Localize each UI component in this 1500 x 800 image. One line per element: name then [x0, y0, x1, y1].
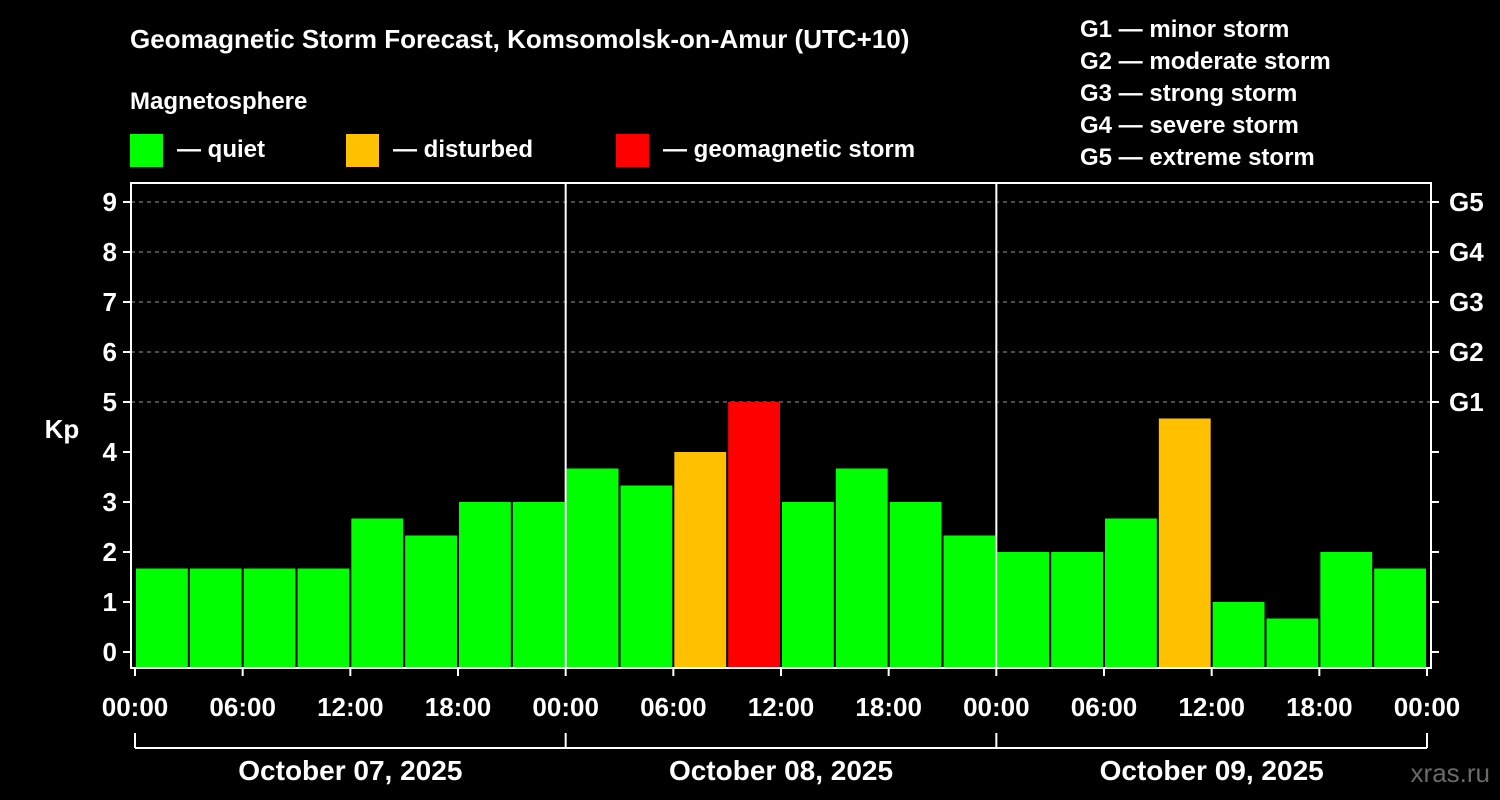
bar-23	[1374, 568, 1426, 668]
storm-scale-item-4: G5 — extreme storm	[1080, 144, 1315, 171]
y-tick-label-8: 8	[103, 237, 117, 267]
legend-swatch-0	[130, 134, 163, 167]
x-tick-label-8: 00:00	[963, 692, 1030, 722]
y-tick-label-3: 3	[103, 487, 117, 517]
bar-13	[835, 468, 888, 668]
bar-9	[620, 485, 673, 668]
y-tick-label-0: 0	[103, 637, 117, 667]
x-tick-label-11: 18:00	[1286, 692, 1353, 722]
x-tick-label-0: 00:00	[102, 692, 169, 722]
right-tick-label-g4: G4	[1449, 237, 1484, 267]
bar-8	[566, 468, 619, 668]
legend-swatch-2	[616, 134, 649, 167]
x-tick-label-1: 06:00	[209, 692, 276, 722]
x-tick-label-6: 12:00	[748, 692, 815, 722]
bar-4	[351, 518, 404, 668]
bar-5	[405, 535, 457, 668]
day-label-2: October 09, 2025	[1100, 755, 1324, 786]
bar-10	[674, 452, 727, 668]
x-tick-label-5: 06:00	[640, 692, 707, 722]
x-tick-label-10: 12:00	[1178, 692, 1245, 722]
bar-22	[1320, 552, 1373, 668]
bar-1	[189, 568, 242, 668]
storm-scale-legend: G1 — minor storm G2 — moderate storm G3 — …	[1080, 16, 1331, 171]
x-tick-label-7: 18:00	[855, 692, 922, 722]
grid-lines	[131, 201, 1431, 403]
axes: 0 1 2 3 4 5 6 7 8 9 G1 G2 G3 G4 G5 00:00 06:00 12:00 18:00…	[102, 182, 1484, 786]
storm-scale-item-0: G1 — minor storm	[1080, 16, 1289, 43]
y-tick-label-2: 2	[103, 537, 117, 567]
day-label-1: October 08, 2025	[669, 755, 893, 786]
x-tick-label-2: 12:00	[317, 692, 384, 722]
y-axis-label: Kp	[45, 414, 80, 444]
bar-12	[782, 502, 834, 668]
bar-16	[997, 552, 1050, 668]
bar-6	[459, 502, 511, 668]
x-tick-label-4: 00:00	[532, 692, 599, 722]
storm-scale-item-3: G4 — severe storm	[1080, 112, 1299, 139]
watermark: xras.ru	[1411, 758, 1490, 788]
right-tick-label-g2: G2	[1449, 337, 1484, 367]
legend-swatch-1	[346, 134, 379, 167]
bar-2	[243, 568, 296, 668]
x-tick-label-9: 06:00	[1071, 692, 1138, 722]
right-tick-label-g1: G1	[1449, 387, 1484, 417]
legend-label-1: — disturbed	[393, 136, 533, 163]
bar-11	[728, 402, 780, 668]
right-tick-label-g3: G3	[1449, 287, 1484, 317]
storm-scale-item-1: G2 — moderate storm	[1080, 48, 1331, 75]
chart-subtitle: Magnetosphere	[130, 88, 307, 115]
bar-20	[1212, 602, 1265, 668]
y-tick-label-6: 6	[103, 337, 117, 367]
bar-17	[1051, 552, 1103, 668]
day-label-0: October 07, 2025	[238, 755, 462, 786]
y-tick-label-5: 5	[103, 387, 117, 417]
y-tick-label-7: 7	[103, 287, 117, 317]
bar-15	[943, 535, 996, 668]
legend: — quiet — disturbed — geomagnetic storm	[130, 134, 915, 167]
storm-scale-item-2: G3 — strong storm	[1080, 80, 1297, 107]
bars	[136, 402, 1426, 668]
bar-0	[136, 568, 188, 668]
bar-19	[1158, 418, 1211, 668]
right-tick-label-g5: G5	[1449, 187, 1484, 217]
bar-3	[297, 568, 350, 668]
legend-label-2: — geomagnetic storm	[663, 136, 915, 163]
x-tick-label-12: 00:00	[1394, 692, 1461, 722]
bar-21	[1266, 618, 1319, 668]
legend-label-0: — quiet	[177, 136, 265, 163]
bar-14	[889, 502, 942, 668]
chart-title: Geomagnetic Storm Forecast, Komsomolsk-o…	[130, 24, 909, 54]
bar-18	[1105, 518, 1157, 668]
x-tick-label-3: 18:00	[425, 692, 492, 722]
y-tick-label-4: 4	[103, 437, 118, 467]
y-tick-label-9: 9	[103, 187, 117, 217]
bar-7	[512, 502, 565, 668]
y-tick-label-1: 1	[103, 587, 117, 617]
